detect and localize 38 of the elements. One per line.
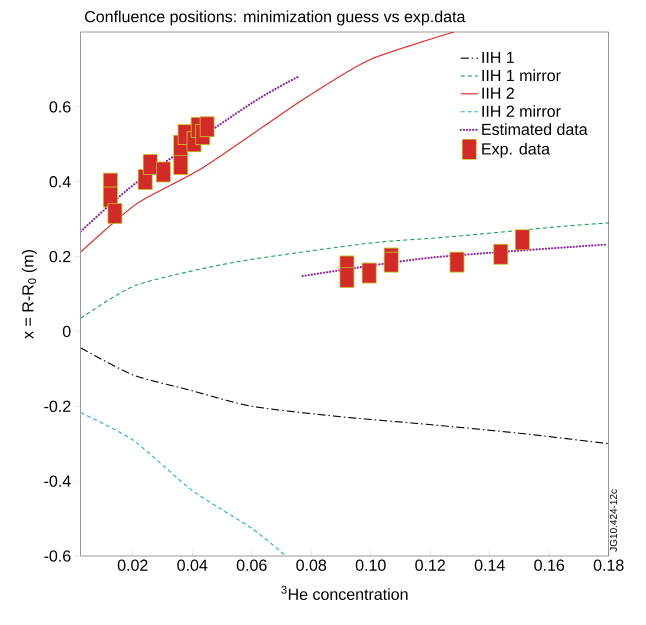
- point: [493, 244, 508, 265]
- point: [200, 116, 215, 138]
- legend-label: IIH 2 mirror: [482, 105, 561, 117]
- point: [340, 267, 354, 288]
- x-tick-label: 0.18: [594, 560, 624, 571]
- x-tick-label: 0.06: [236, 560, 267, 571]
- x-tick-label: 0.10: [356, 560, 386, 571]
- point: [156, 162, 171, 182]
- legend-label: Estimated data: [482, 123, 588, 136]
- y-tick-label: 0.4: [50, 176, 71, 188]
- x-tick-label: 0.16: [534, 560, 564, 571]
- y-axis-title: x = R-R$_{0}$ (m): [22, 250, 37, 339]
- x-tick-label: 0.02: [118, 560, 148, 571]
- y-tick-label: 0.6: [50, 101, 70, 113]
- line-series: [80, 222, 609, 319]
- x-tick-label: 0.14: [474, 560, 505, 571]
- y-tick-label: 0.2: [50, 250, 70, 262]
- y-tick-label: -0.6: [44, 550, 70, 562]
- point: [362, 262, 377, 284]
- point: [173, 154, 188, 175]
- legend-label: IIH 2: [482, 88, 514, 99]
- x-axis-title: $^{3}$He concentration: [281, 586, 408, 600]
- text: JG10.424-12c: [610, 489, 617, 552]
- legend-label: IIH 1: [482, 52, 514, 63]
- legend-label: Exp. data: [482, 142, 550, 158]
- point: [142, 154, 158, 175]
- line-series: [80, 32, 455, 253]
- x-tick-label: 0.12: [415, 560, 445, 571]
- line-series: [80, 412, 287, 556]
- x-tick-label: 0.08: [296, 560, 326, 571]
- point: [108, 203, 122, 224]
- x-tick-label: 0.04: [177, 560, 208, 571]
- chart-title: Confluence positions: minimization guess vs exp.data: [85, 10, 466, 26]
- y-tick-label: -0.2: [44, 400, 70, 412]
- y-tick-label: -0.4: [44, 475, 71, 487]
- legend-label: IIH 1 mirror: [482, 69, 561, 82]
- point: [384, 252, 399, 273]
- y-tick-label: 0: [62, 326, 71, 338]
